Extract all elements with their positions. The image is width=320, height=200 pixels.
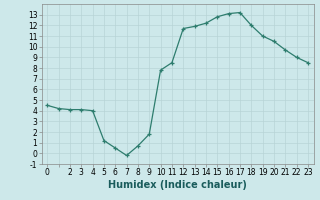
X-axis label: Humidex (Indice chaleur): Humidex (Indice chaleur) (108, 180, 247, 190)
